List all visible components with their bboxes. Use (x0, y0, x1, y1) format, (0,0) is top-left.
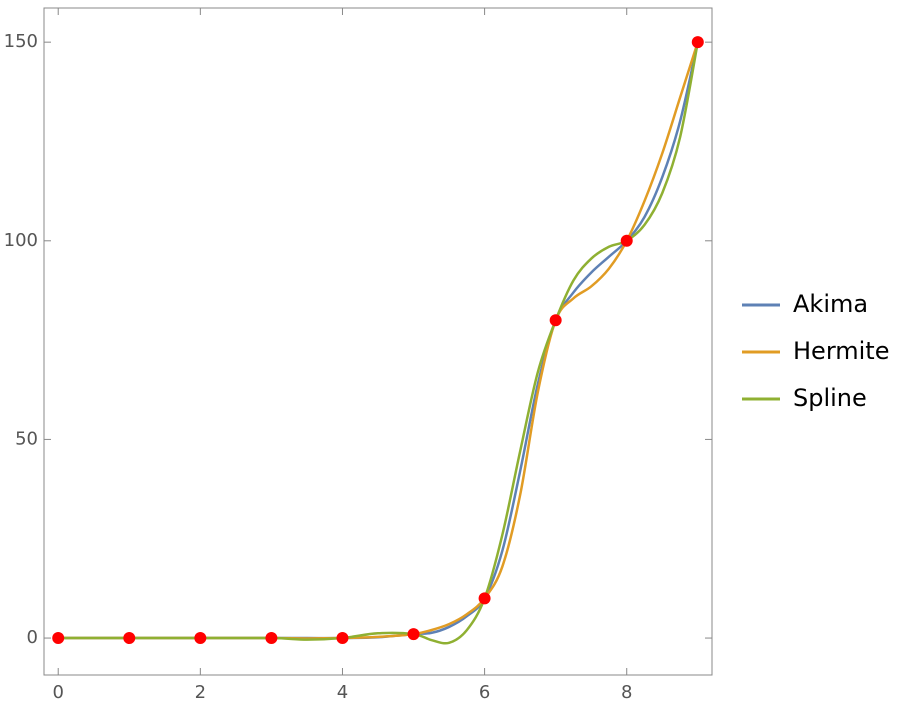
legend-label: Hermite (793, 337, 889, 365)
x-tick-label: 0 (52, 682, 63, 703)
y-tick-label: 150 (4, 31, 38, 52)
x-tick-label: 2 (195, 682, 206, 703)
y-tick-label: 100 (4, 230, 38, 251)
data-point (52, 632, 65, 645)
data-point (620, 234, 633, 247)
series-line (58, 41, 700, 645)
data-point (407, 628, 420, 641)
data-point (336, 632, 349, 645)
data-point (549, 314, 562, 327)
data-point (194, 632, 207, 645)
series-line (58, 41, 700, 640)
x-tick-label: 4 (337, 682, 348, 703)
data-point (265, 632, 278, 645)
series-line (58, 41, 699, 640)
legend-label: Spline (793, 384, 867, 412)
x-tick-label: 6 (479, 682, 490, 703)
legend-label: Akima (793, 290, 868, 318)
data-point (691, 36, 704, 49)
y-tick-label: 0 (27, 627, 38, 648)
data-point (123, 632, 136, 645)
x-tick-label: 8 (621, 682, 632, 703)
data-point (478, 592, 491, 605)
plot-frame (43, 7, 713, 676)
y-tick-label: 50 (15, 428, 38, 449)
